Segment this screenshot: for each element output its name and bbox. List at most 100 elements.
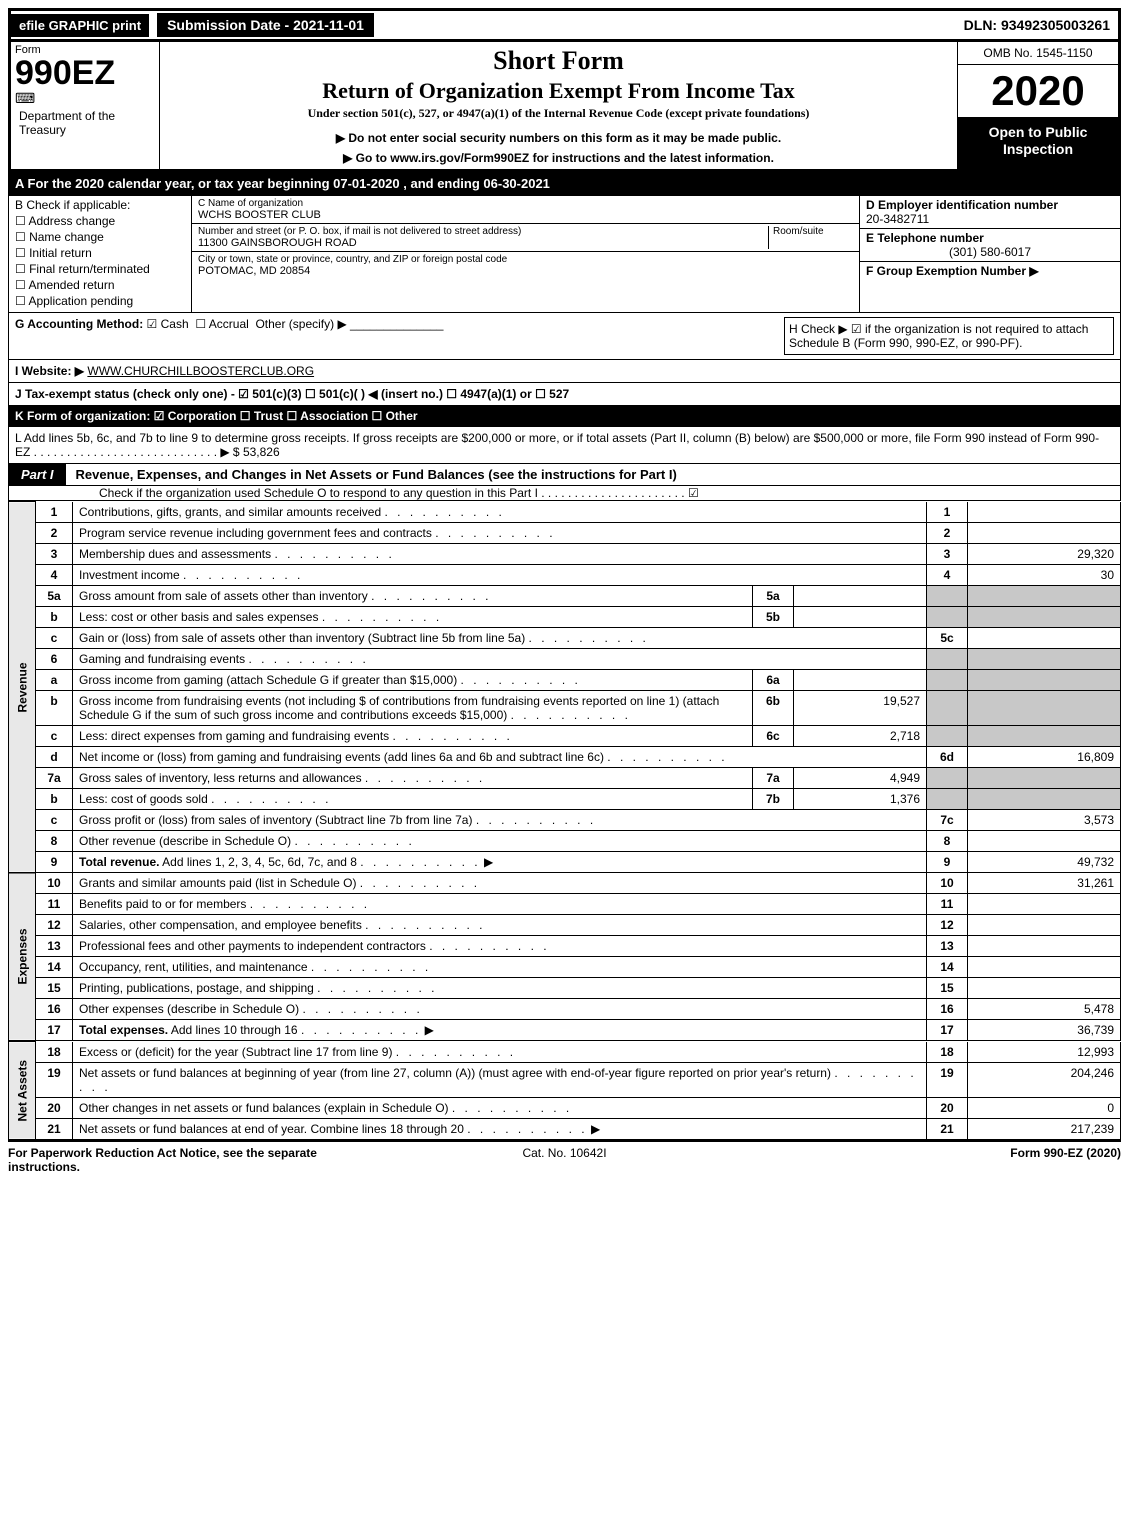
val-col-shaded — [968, 788, 1121, 809]
line-number: 19 — [36, 1062, 73, 1097]
omb-number: OMB No. 1545-1150 — [958, 42, 1118, 65]
line-value: 49,732 — [968, 851, 1121, 872]
line-desc: Gross income from fundraising events (no… — [73, 690, 753, 725]
i-row: I Website: ▶ WWW.CHURCHILLBOOSTERCLUB.OR… — [8, 360, 1121, 383]
line-value — [968, 522, 1121, 543]
l-text: L Add lines 5b, 6c, and 7b to line 9 to … — [15, 431, 1099, 459]
b-label: B Check if applicable: — [15, 198, 185, 212]
chk-final[interactable]: Final return/terminated — [15, 262, 185, 276]
subline-label: 6a — [753, 669, 794, 690]
line-number: 9 — [36, 851, 73, 872]
line-number: 1 — [36, 502, 73, 523]
note-instructions: ▶ Go to www.irs.gov/Form990EZ for instru… — [166, 151, 951, 165]
k-row: K Form of organization: ☑ Corporation ☐ … — [8, 406, 1121, 427]
line-number: 15 — [36, 978, 73, 999]
line-desc: Benefits paid to or for members . . . . … — [73, 894, 927, 915]
subline-value — [794, 606, 927, 627]
tax-year: 2020 — [958, 65, 1118, 118]
note-ssn: ▶ Do not enter social security numbers o… — [166, 131, 951, 145]
chk-amended[interactable]: Amended return — [15, 278, 185, 292]
line-number: 8 — [36, 830, 73, 851]
line-number: 20 — [36, 1097, 73, 1118]
city-label: City or town, state or province, country… — [198, 254, 853, 265]
f-label: F Group Exemption Number ▶ — [866, 264, 1114, 278]
line-ref: 3 — [927, 543, 968, 564]
submission-date: Submission Date - 2021-11-01 — [155, 11, 376, 39]
footer-right: Form 990-EZ (2020) — [750, 1146, 1121, 1174]
subline-value: 1,376 — [794, 788, 927, 809]
footer-left: For Paperwork Reduction Act Notice, see … — [8, 1146, 379, 1174]
line-desc: Total expenses. Add lines 10 through 16 … — [73, 1020, 927, 1041]
chk-address[interactable]: Address change — [15, 214, 185, 228]
section-side-label: Expenses — [9, 873, 36, 1041]
line-number: 21 — [36, 1118, 73, 1139]
line-number: 10 — [36, 873, 73, 894]
line-value — [968, 627, 1121, 648]
chk-name[interactable]: Name change — [15, 230, 185, 244]
dln-label: DLN: 93492305003261 — [956, 13, 1118, 37]
org-mid: C Name of organization WCHS BOOSTER CLUB… — [192, 196, 859, 312]
e-label: E Telephone number — [866, 231, 1114, 245]
h-label: H Check ▶ ☑ if the organization is not r… — [789, 322, 1088, 350]
line-desc: Printing, publications, postage, and shi… — [73, 978, 927, 999]
top-bar: efile GRAPHIC print Submission Date - 20… — [8, 8, 1121, 39]
val-col-shaded — [968, 767, 1121, 788]
line-col-shaded — [927, 767, 968, 788]
line-desc: Gain or (loss) from sale of assets other… — [73, 627, 927, 648]
room-label: Room/suite — [773, 226, 853, 237]
line-number: 7a — [36, 767, 73, 788]
line-number: d — [36, 746, 73, 767]
part1-badge: Part I — [9, 464, 66, 485]
line-number: 18 — [36, 1042, 73, 1063]
line-ref: 20 — [927, 1097, 968, 1118]
line-value — [968, 978, 1121, 999]
line-desc: Program service revenue including govern… — [73, 522, 927, 543]
line-number: c — [36, 725, 73, 746]
irs-link[interactable]: www.irs.gov/Form990EZ — [390, 151, 529, 165]
part1-sub: Check if the organization used Schedule … — [8, 486, 1121, 501]
line-ref: 11 — [927, 894, 968, 915]
l-row: L Add lines 5b, 6c, and 7b to line 9 to … — [8, 427, 1121, 464]
name-label: C Name of organization — [198, 198, 853, 209]
dept-label: Department of the Treasury — [15, 107, 155, 139]
line-number: c — [36, 627, 73, 648]
subline-value — [794, 669, 927, 690]
revenue-table: Revenue1Contributions, gifts, grants, an… — [8, 501, 1121, 873]
main-title: Return of Organization Exempt From Incom… — [166, 78, 951, 104]
i-label: I Website: ▶ — [15, 364, 84, 378]
line-value: 16,809 — [968, 746, 1121, 767]
website-value: WWW.CHURCHILLBOOSTERCLUB.ORG — [87, 364, 314, 378]
org-right: D Employer identification number 20-3482… — [859, 196, 1120, 312]
val-col-shaded — [968, 690, 1121, 725]
line-value: 217,239 — [968, 1118, 1121, 1139]
line-number: b — [36, 690, 73, 725]
section-side-label: Revenue — [9, 502, 36, 873]
line-ref: 9 — [927, 851, 968, 872]
g-label: G Accounting Method: — [15, 317, 143, 331]
subline-label: 7a — [753, 767, 794, 788]
g-h-row: G Accounting Method: ☑ Cash ☐ Accrual Ot… — [8, 313, 1121, 360]
line-desc: Contributions, gifts, grants, and simila… — [73, 502, 927, 523]
line-desc: Other changes in net assets or fund bala… — [73, 1097, 927, 1118]
section-a: A For the 2020 calendar year, or tax yea… — [8, 172, 1121, 195]
form-number: 990EZ — [15, 56, 155, 90]
line-ref: 15 — [927, 978, 968, 999]
line-ref: 5c — [927, 627, 968, 648]
line-value: 0 — [968, 1097, 1121, 1118]
chk-pending[interactable]: Application pending — [15, 294, 185, 308]
line-desc: Gross income from gaming (attach Schedul… — [73, 669, 753, 690]
section-b: B Check if applicable: Address change Na… — [9, 196, 192, 312]
line-ref: 19 — [927, 1062, 968, 1097]
part1-header: Part I Revenue, Expenses, and Changes in… — [8, 464, 1121, 486]
line-number: 3 — [36, 543, 73, 564]
line-value: 204,246 — [968, 1062, 1121, 1097]
line-value — [968, 502, 1121, 523]
header-center: Short Form Return of Organization Exempt… — [160, 42, 957, 169]
line-col-shaded — [927, 725, 968, 746]
line-desc: Professional fees and other payments to … — [73, 936, 927, 957]
line-desc: Less: direct expenses from gaming and fu… — [73, 725, 753, 746]
line-ref: 10 — [927, 873, 968, 894]
line-desc: Investment income . . . . . . . . . . — [73, 564, 927, 585]
chk-initial[interactable]: Initial return — [15, 246, 185, 260]
line-desc: Gaming and fundraising events . . . . . … — [73, 648, 927, 669]
